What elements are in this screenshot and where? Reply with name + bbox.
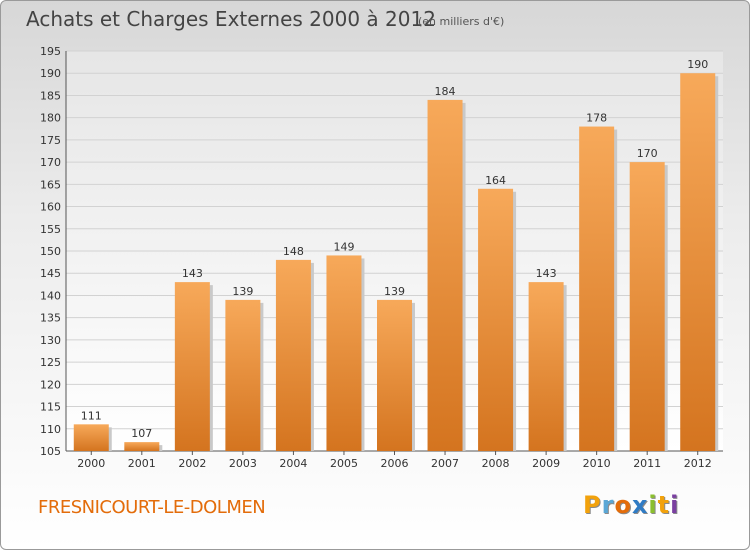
x-tick-label: 2002: [178, 457, 206, 470]
bar-value-label: 164: [485, 174, 506, 187]
bar: [680, 73, 716, 451]
bar: [377, 299, 412, 451]
y-tick-label: 165: [40, 178, 61, 191]
y-tick-label: 135: [40, 312, 61, 325]
y-tick-label: 175: [40, 134, 61, 147]
x-tick-label: 2010: [583, 457, 611, 470]
bar: [629, 162, 665, 451]
y-tick-label: 145: [40, 267, 61, 280]
y-tick-label: 115: [40, 401, 61, 414]
bar: [528, 282, 564, 451]
x-tick-label: 2006: [381, 457, 409, 470]
y-tick-label: 120: [40, 378, 61, 391]
y-tick-label: 105: [40, 445, 61, 458]
bar-value-label: 143: [536, 267, 557, 280]
bar: [326, 255, 362, 451]
y-tick-label: 140: [40, 289, 61, 302]
chart-units: (en milliers d'€): [418, 15, 505, 28]
bar: [275, 259, 311, 451]
chart-title: Achats et Charges Externes 2000 à 2012: [26, 7, 436, 31]
bar: [73, 424, 109, 451]
bar-value-label: 139: [232, 285, 253, 298]
y-tick-label: 155: [40, 223, 61, 236]
x-tick-label: 2000: [77, 457, 105, 470]
bar-value-label: 139: [384, 285, 405, 298]
bar: [225, 299, 261, 451]
bar: [124, 442, 160, 451]
bar-value-label: 149: [333, 240, 354, 253]
bar-value-label: 148: [283, 245, 304, 258]
bar: [427, 99, 463, 451]
y-tick-label: 125: [40, 356, 61, 369]
y-tick-label: 130: [40, 334, 61, 347]
y-tick-label: 150: [40, 245, 61, 258]
location-name: FRESNICOURT-LE-DOLMEN: [38, 497, 266, 518]
y-tick-label: 190: [40, 67, 61, 80]
x-tick-label: 2004: [279, 457, 307, 470]
y-tick-label: 110: [40, 423, 61, 436]
proxiti-logo: Proxiti: [583, 491, 680, 519]
y-tick-label: 195: [40, 45, 61, 58]
bar-value-label: 178: [586, 112, 607, 125]
bar-value-label: 143: [182, 267, 203, 280]
x-tick-label: 2005: [330, 457, 358, 470]
y-tick-label: 180: [40, 112, 61, 125]
bar: [174, 282, 210, 451]
bar: [478, 188, 514, 451]
x-tick-label: 2012: [684, 457, 712, 470]
bar-value-label: 170: [637, 147, 658, 160]
x-tick-label: 2007: [431, 457, 459, 470]
x-tick-label: 2003: [229, 457, 257, 470]
bar-value-label: 184: [435, 85, 456, 98]
bar-value-label: 190: [687, 58, 708, 71]
y-tick-label: 170: [40, 156, 61, 169]
x-tick-label: 2009: [532, 457, 560, 470]
x-tick-label: 2001: [128, 457, 156, 470]
bar-value-label: 111: [81, 409, 102, 422]
bar: [579, 126, 615, 452]
x-tick-label: 2008: [482, 457, 510, 470]
y-tick-label: 160: [40, 201, 61, 214]
x-tick-label: 2011: [633, 457, 661, 470]
y-tick-label: 185: [40, 89, 61, 102]
bar-value-label: 107: [131, 427, 152, 440]
